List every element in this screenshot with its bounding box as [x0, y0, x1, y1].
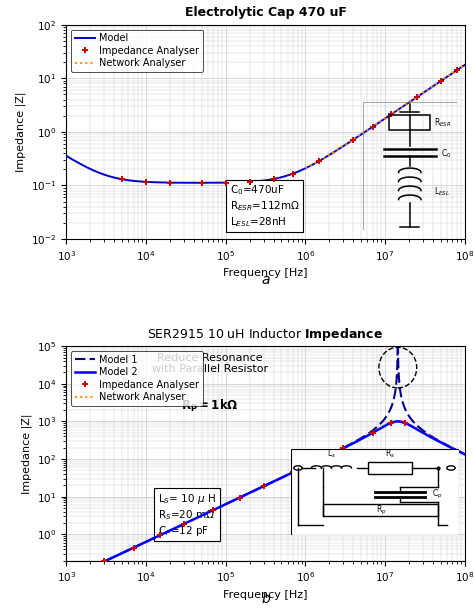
Model [194, 179, 200, 187]
Text: L$_S$= 10 $\mu$ H
R$_S$=20 m$\Omega$
C$_P$=12 pF: L$_S$= 10 $\mu$ H R$_S$=20 m$\Omega$ C$_… [158, 492, 216, 538]
X-axis label: Frequency [Hz]: Frequency [Hz] [223, 268, 308, 278]
Model [454, 67, 460, 74]
Line: Network Analyser: Network Analyser [305, 65, 465, 168]
Network Analyser [436, 437, 441, 444]
Impedance Analyser [157, 532, 163, 539]
Model 2 [208, 508, 213, 515]
Y-axis label: Impedance |Z|: Impedance |Z| [15, 92, 26, 172]
Impedance Analyser [223, 179, 228, 186]
Text: Reduce Resonance
with Parallel Resistor: Reduce Resonance with Parallel Resistor [152, 352, 268, 375]
Network Analyser [462, 61, 467, 68]
Line: Impedance Analyser: Impedance Analyser [77, 419, 409, 576]
Network Analyser [365, 126, 371, 133]
Y-axis label: Impedance |Z|: Impedance |Z| [21, 413, 32, 493]
Model [133, 177, 138, 185]
Network Analyser [402, 101, 408, 108]
Model 2 [359, 436, 365, 443]
Impedance Analyser [290, 170, 296, 177]
Impedance Analyser [370, 429, 375, 437]
Impedance Analyser [290, 469, 296, 476]
Model 1 [83, 566, 89, 573]
Model [411, 95, 417, 103]
Impedance Analyser [101, 557, 107, 565]
Line: Impedance Analyser: Impedance Analyser [118, 67, 460, 186]
Model [462, 62, 467, 69]
Impedance Analyser [181, 521, 187, 528]
Model [109, 173, 115, 180]
Impedance Analyser [414, 94, 419, 101]
Line: Model 1: Model 1 [66, 306, 465, 578]
Model 1 [462, 450, 467, 458]
Network Analyser [321, 154, 327, 161]
Network Analyser [398, 417, 403, 424]
Model 2 [64, 575, 69, 582]
Model [64, 152, 69, 160]
Model [216, 179, 222, 187]
Impedance Analyser [119, 176, 125, 183]
Impedance Analyser [438, 78, 443, 85]
Impedance Analyser [167, 179, 173, 186]
Network Analyser [302, 164, 308, 172]
Title: Electrolytic Cap 470 uF: Electrolytic Cap 470 uF [184, 6, 346, 19]
Model 1 [299, 464, 305, 472]
Impedance Analyser [261, 482, 266, 490]
Line: Model: Model [66, 65, 465, 183]
Impedance Analyser [78, 569, 83, 576]
Network Analyser [366, 431, 372, 438]
Impedance Analyser [317, 157, 322, 164]
Impedance Analyser [388, 111, 394, 118]
Model 2 [83, 566, 89, 573]
X-axis label: Frequency [Hz]: Frequency [Hz] [223, 590, 308, 599]
Text: $\bf{R_P= 1k\Omega}$: $\bf{R_P= 1k\Omega}$ [181, 398, 238, 414]
Model 2 [299, 464, 305, 472]
Model 1 [395, 302, 401, 309]
Model 1 [208, 508, 213, 515]
Network Analyser [418, 91, 423, 99]
Text: C$_0$=470uF
R$_{ESR}$=112m$\Omega$
L$_{ESL}$=28nH: C$_0$=470uF R$_{ESR}$=112m$\Omega$ L$_{E… [229, 184, 300, 229]
Line: Network Analyser: Network Analyser [369, 421, 465, 453]
Network Analyser [404, 419, 410, 427]
Title: SER2915 10 uH Inductor $\bf{Impedance}$: SER2915 10 uH Inductor $\bf{Impedance}$ [147, 326, 383, 343]
Model [234, 179, 239, 186]
Impedance Analyser [271, 176, 276, 183]
Impedance Analyser [247, 178, 253, 185]
Network Analyser [427, 432, 432, 439]
Model 2 [317, 456, 322, 464]
Impedance Analyser [143, 178, 149, 185]
Impedance Analyser [210, 506, 216, 514]
Model 2 [380, 423, 386, 431]
Network Analyser [378, 424, 383, 431]
Network Analyser [418, 91, 424, 98]
Impedance Analyser [350, 136, 356, 144]
Impedance Analyser [237, 494, 243, 501]
Impedance Analyser [402, 419, 408, 427]
Impedance Analyser [317, 456, 322, 464]
Legend: Model, Impedance Analyser, Network Analyser: Model, Impedance Analyser, Network Analy… [71, 30, 203, 72]
Model 1 [359, 434, 365, 442]
Line: Model 2: Model 2 [66, 421, 465, 578]
Network Analyser [354, 133, 360, 140]
Impedance Analyser [340, 445, 346, 452]
Impedance Analyser [454, 67, 460, 74]
Legend: Model 1, Model 2, Impedance Analyser, Network Analyser: Model 1, Model 2, Impedance Analyser, Ne… [71, 351, 203, 406]
Network Analyser [395, 417, 401, 424]
Model 2 [395, 418, 401, 425]
Model 1 [64, 575, 69, 582]
Impedance Analyser [370, 123, 375, 131]
Impedance Analyser [388, 419, 394, 426]
Impedance Analyser [199, 179, 204, 187]
Model 2 [462, 450, 467, 458]
Network Analyser [435, 437, 441, 444]
Model 1 [317, 456, 322, 463]
Text: b: b [261, 593, 270, 606]
Network Analyser [462, 450, 467, 457]
Impedance Analyser [131, 544, 137, 551]
Model 1 [380, 418, 386, 425]
Text: a: a [261, 273, 270, 287]
